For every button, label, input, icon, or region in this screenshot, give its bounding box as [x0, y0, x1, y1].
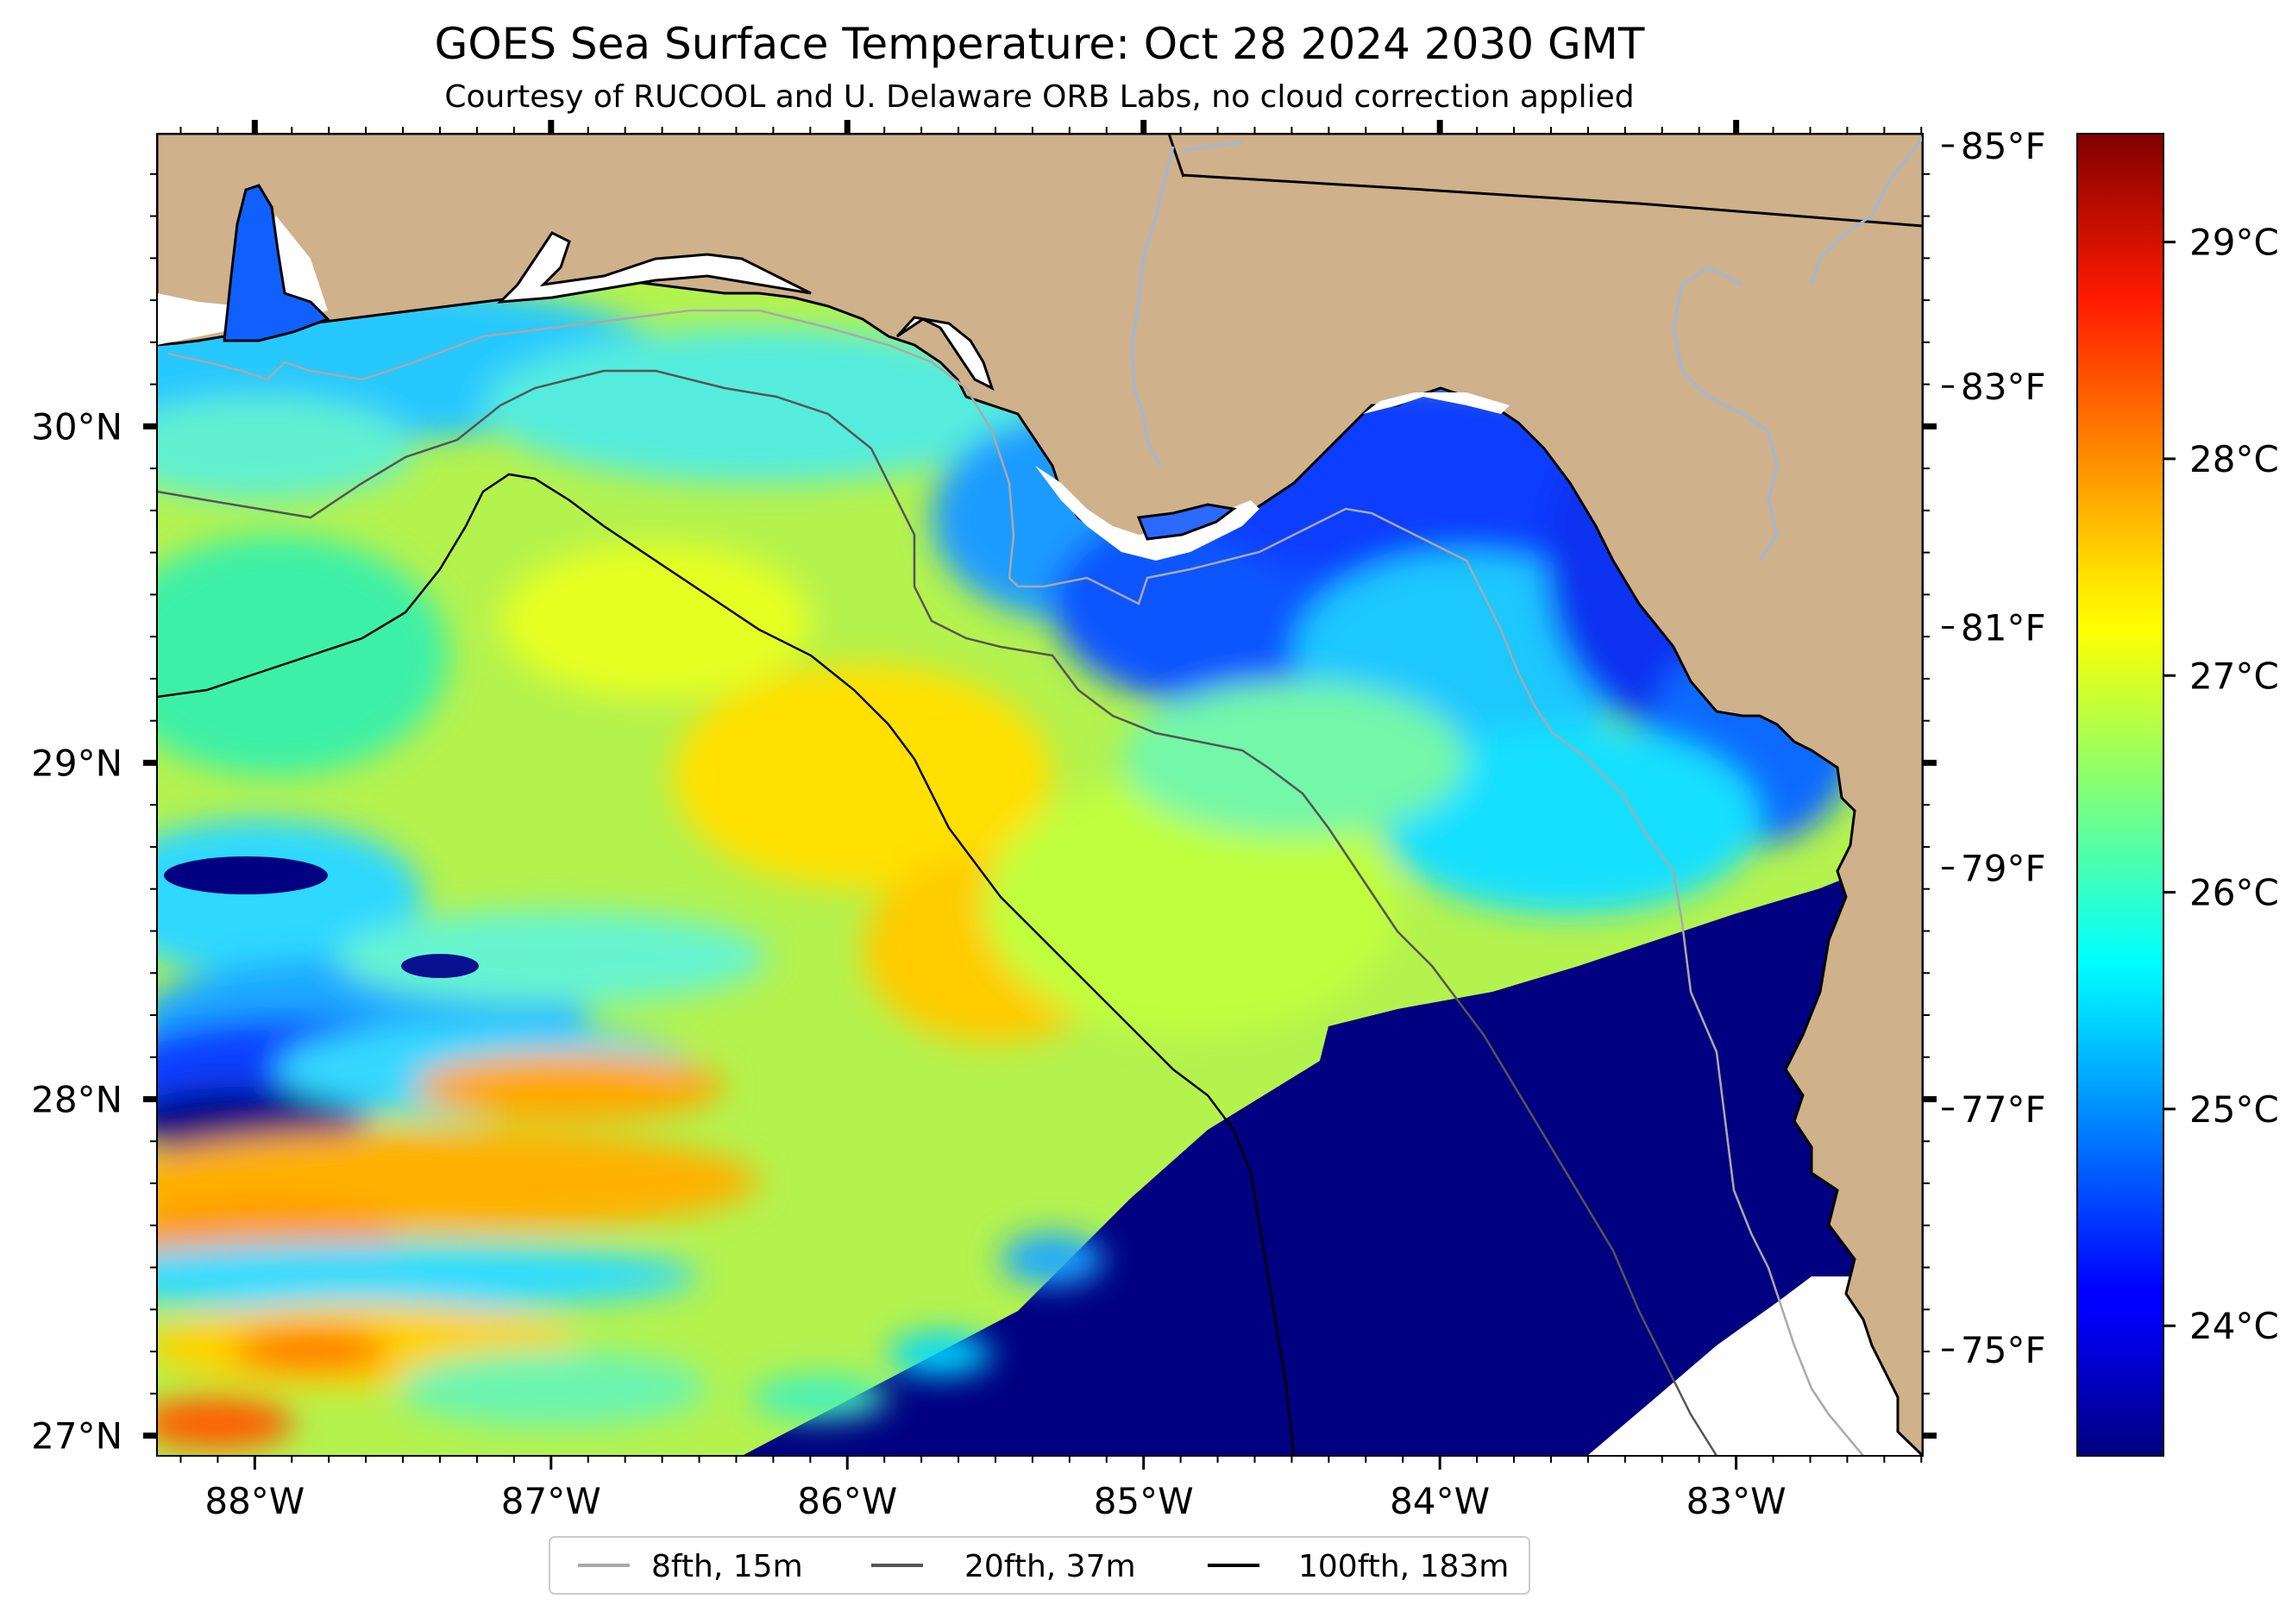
figure-subtitle: Courtesy of RUCOOL and U. Delaware ORB L… [444, 79, 1634, 115]
colorbar-tick-label: 28°C [2189, 438, 2279, 480]
legend: 8fth, 15m 20fth, 37m 100fth, 183m [549, 1536, 1530, 1595]
state-border [1181, 173, 1923, 228]
lon-tick-label: 88°W [204, 1480, 305, 1522]
lat-tick-label: 30°N [31, 405, 122, 448]
colorbar-axis: 29°C 28°C 27°C 26°C 25°C 24°C [2163, 222, 2279, 1347]
legend-label-100fth: 100fth, 183m [1298, 1549, 1509, 1584]
colorbar-tick-label: 27°C [2189, 655, 2279, 697]
lat-tick-label: 29°N [31, 742, 122, 784]
legend-label-8fth: 8fth, 15m [651, 1549, 803, 1584]
legend-label-20fth: 20fth, 37m [964, 1549, 1136, 1584]
fahrenheit-tick-label: 83°F [1961, 366, 2046, 408]
rivers [1130, 137, 1923, 561]
colorbar [2076, 133, 2164, 1457]
coastal-no-data-2 [1035, 466, 1259, 561]
mobile-bay [223, 184, 330, 342]
lon-tick-label: 84°W [1390, 1480, 1490, 1522]
fahrenheit-tick-label: 77°F [1961, 1088, 2046, 1131]
lon-tick-label: 87°W [501, 1480, 601, 1522]
isobath-8fth [167, 309, 1864, 1456]
legend-box [549, 1536, 1530, 1595]
sst-cold-eddy-small [401, 954, 479, 978]
colorbar-tick-label: 26°C [2189, 872, 2279, 914]
isobath-20fth [157, 369, 1718, 1456]
pensacola-bay [497, 231, 812, 304]
longitude-axis: 88°W 87°W 86°W 85°W 84°W 83°W [179, 120, 1923, 1522]
apalachicola-bay [1136, 503, 1237, 541]
no-data-region [1587, 1276, 1923, 1456]
fahrenheit-tick-label: 79°F [1961, 848, 2046, 890]
lat-tick-label: 28°N [31, 1079, 122, 1121]
sst-edge-flecks [750, 1233, 1104, 1419]
latitude-axis: 30°N 29°N 28°N 27°N [31, 172, 1937, 1458]
lat-tick-label: 27°N [31, 1415, 122, 1458]
map-frame [156, 133, 1924, 1457]
fahrenheit-tick-label: 81°F [1961, 606, 2046, 649]
sst-cold-eddy [164, 856, 328, 894]
isobath-100fth [157, 473, 1296, 1456]
colorbar-tick-label: 24°C [2189, 1305, 2279, 1347]
map-panel [157, 134, 1923, 1456]
figure-title: GOES Sea Surface Temperature: Oct 28 202… [435, 19, 1645, 69]
lon-tick-label: 85°W [1094, 1480, 1194, 1522]
st-andrew-bay [895, 316, 995, 391]
colorbar-tick-label: 25°C [2189, 1088, 2279, 1131]
lon-tick-label: 86°W [797, 1480, 897, 1522]
fahrenheit-tick-label: 75°F [1961, 1329, 2046, 1371]
coastal-no-data-3 [1363, 392, 1510, 414]
colorbar-tick-label: 29°C [2189, 222, 2279, 264]
lon-tick-label: 83°W [1686, 1480, 1787, 1522]
fahrenheit-tick-label: 85°F [1961, 125, 2046, 167]
fahrenheit-axis: 85°F 83°F 81°F 79°F 77°F 75°F [1942, 125, 2046, 1371]
sst-cold-region [742, 862, 1923, 1456]
state-border-al [1167, 134, 1185, 178]
